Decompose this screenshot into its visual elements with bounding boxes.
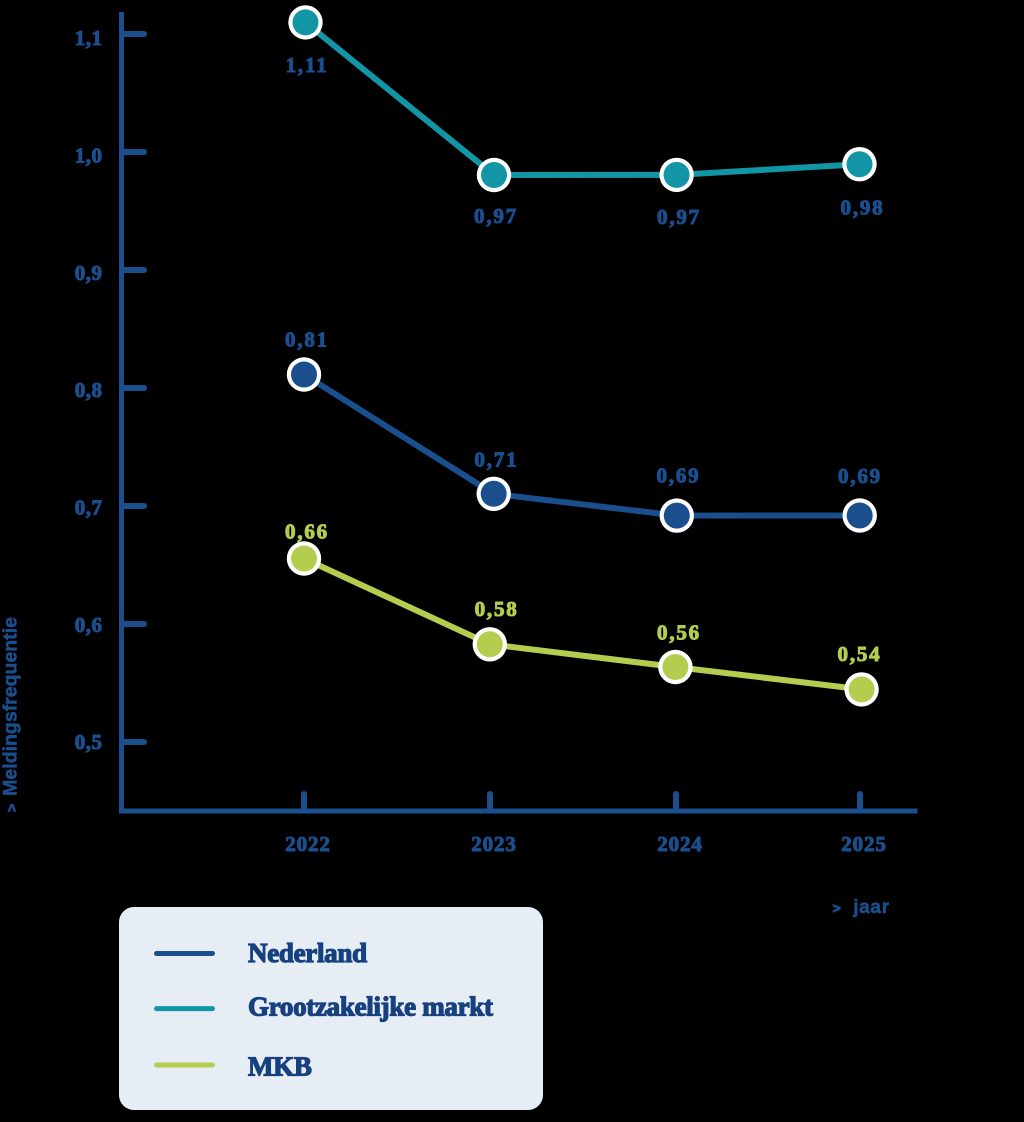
svg-text:0,97: 0,97: [657, 205, 701, 229]
svg-text:0,58: 0,58: [475, 597, 519, 621]
svg-text:0,97: 0,97: [474, 204, 518, 228]
svg-text:>Meldingsfrequentie: >Meldingsfrequentie: [0, 617, 21, 812]
svg-text:0,56: 0,56: [657, 620, 701, 644]
svg-text:2023: 2023: [471, 832, 517, 856]
svg-text:Nederland: Nederland: [248, 938, 367, 968]
svg-text:0,7: 0,7: [75, 496, 103, 520]
svg-text:2024: 2024: [657, 832, 703, 856]
svg-text:Grootzakelijke markt: Grootzakelijke markt: [248, 992, 493, 1022]
svg-text:0,8: 0,8: [75, 378, 103, 402]
svg-text:0,69: 0,69: [838, 464, 882, 488]
svg-text:0,66: 0,66: [285, 520, 329, 544]
svg-text:0,5: 0,5: [75, 730, 103, 754]
svg-text:2025: 2025: [841, 832, 887, 856]
svg-text:0,54: 0,54: [838, 642, 882, 666]
svg-text:0,98: 0,98: [841, 196, 885, 220]
svg-text:0,9: 0,9: [75, 261, 103, 285]
svg-text:MKB: MKB: [248, 1052, 312, 1082]
svg-text:1,1: 1,1: [75, 26, 103, 50]
svg-text:1,11: 1,11: [286, 53, 329, 77]
svg-text:1,0: 1,0: [75, 144, 103, 168]
svg-text:2022: 2022: [285, 832, 331, 856]
svg-text:>jaar: > jaar: [833, 897, 890, 918]
svg-text:0,81: 0,81: [285, 327, 329, 351]
svg-text:0,69: 0,69: [657, 464, 701, 488]
svg-text:0,71: 0,71: [474, 447, 518, 471]
svg-text:0,6: 0,6: [75, 613, 103, 637]
